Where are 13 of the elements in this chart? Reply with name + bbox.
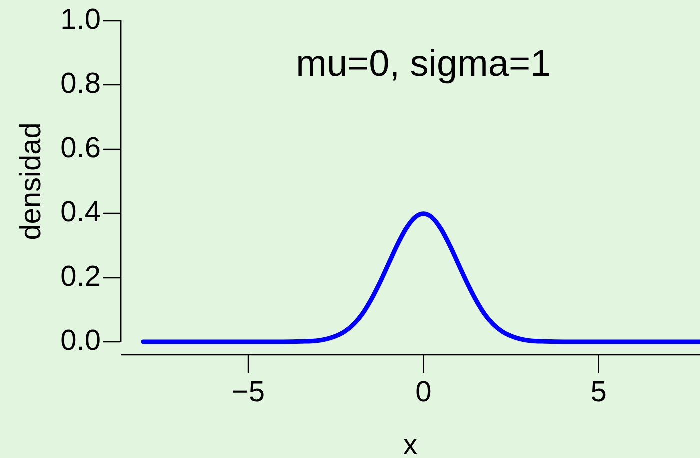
y-tick-label: 0.4 <box>60 196 101 229</box>
x-tick-label: −5 <box>232 376 266 408</box>
y-tick-label: 0.8 <box>60 68 101 100</box>
y-tick-label: 0.2 <box>60 260 101 293</box>
y-axis-title: densidad <box>16 122 48 240</box>
y-tick-label: 1.0 <box>60 4 101 36</box>
x-tick-label: 5 <box>590 376 607 408</box>
text: mu=0, sigma=1 <box>296 43 552 84</box>
x-axis-title: x <box>403 429 418 458</box>
y-tick-label: 0.0 <box>60 325 101 357</box>
x-tick-label: 0 <box>416 376 432 408</box>
line-series <box>141 212 700 344</box>
y-tick-label: 0.6 <box>60 132 101 164</box>
